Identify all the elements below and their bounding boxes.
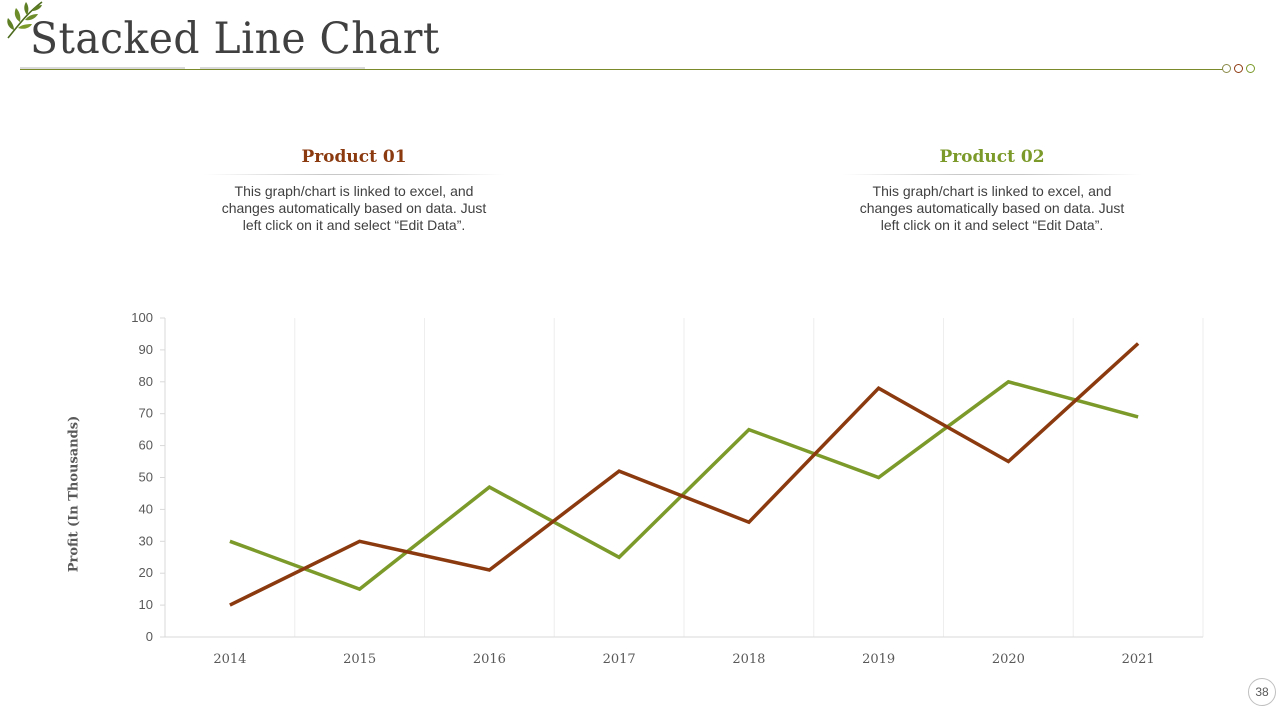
y-tick-label: 70 (139, 406, 153, 421)
y-tick-label: 10 (139, 597, 153, 612)
product-01-divider (204, 174, 504, 175)
y-tick-label: 90 (139, 342, 153, 357)
product-02-title: Product 02 (939, 147, 1045, 167)
decorative-dots (1222, 64, 1255, 74)
product-01-block: Product 01 This graph/chart is linked to… (204, 146, 504, 234)
dot-icon (1222, 64, 1231, 73)
dot-icon (1234, 64, 1243, 73)
x-tick-label: 2019 (862, 652, 895, 667)
x-tick-label: 2021 (1122, 652, 1155, 667)
page-number: 38 (1248, 678, 1276, 706)
x-tick-label: 2020 (992, 652, 1025, 667)
product-01-title: Product 01 (301, 147, 407, 167)
series-line-product-02 (229, 379, 1139, 592)
series-line-product-01 (229, 342, 1140, 607)
x-tick-label: 2018 (732, 652, 765, 667)
title-divider (20, 69, 1226, 70)
x-tick-label: 2017 (603, 652, 636, 667)
y-tick-label: 50 (139, 470, 153, 485)
title-underline-accent (20, 67, 185, 69)
x-tick-label: 2014 (213, 652, 246, 667)
product-02-block: Product 02 This graph/chart is linked to… (842, 146, 1142, 234)
product-02-description: This graph/chart is linked to excel, and… (859, 183, 1125, 233)
y-tick-label: 30 (139, 533, 153, 548)
leaf-logo-icon (7, 1, 43, 39)
dot-icon (1246, 64, 1255, 73)
y-tick-label: 40 (139, 501, 153, 516)
x-tick-label: 2015 (343, 652, 376, 667)
x-tick-label: 2016 (473, 652, 506, 667)
y-tick-label: 60 (139, 438, 153, 453)
page-title: Stacked Line Chart (30, 14, 440, 64)
product-01-description: This graph/chart is linked to excel, and… (221, 183, 487, 233)
product-02-divider (842, 174, 1142, 175)
y-tick-label: 20 (139, 565, 153, 580)
y-tick-label: 100 (131, 310, 153, 325)
title-underline-accent (200, 67, 365, 69)
y-tick-label: 0 (146, 629, 153, 644)
y-tick-label: 80 (139, 374, 153, 389)
